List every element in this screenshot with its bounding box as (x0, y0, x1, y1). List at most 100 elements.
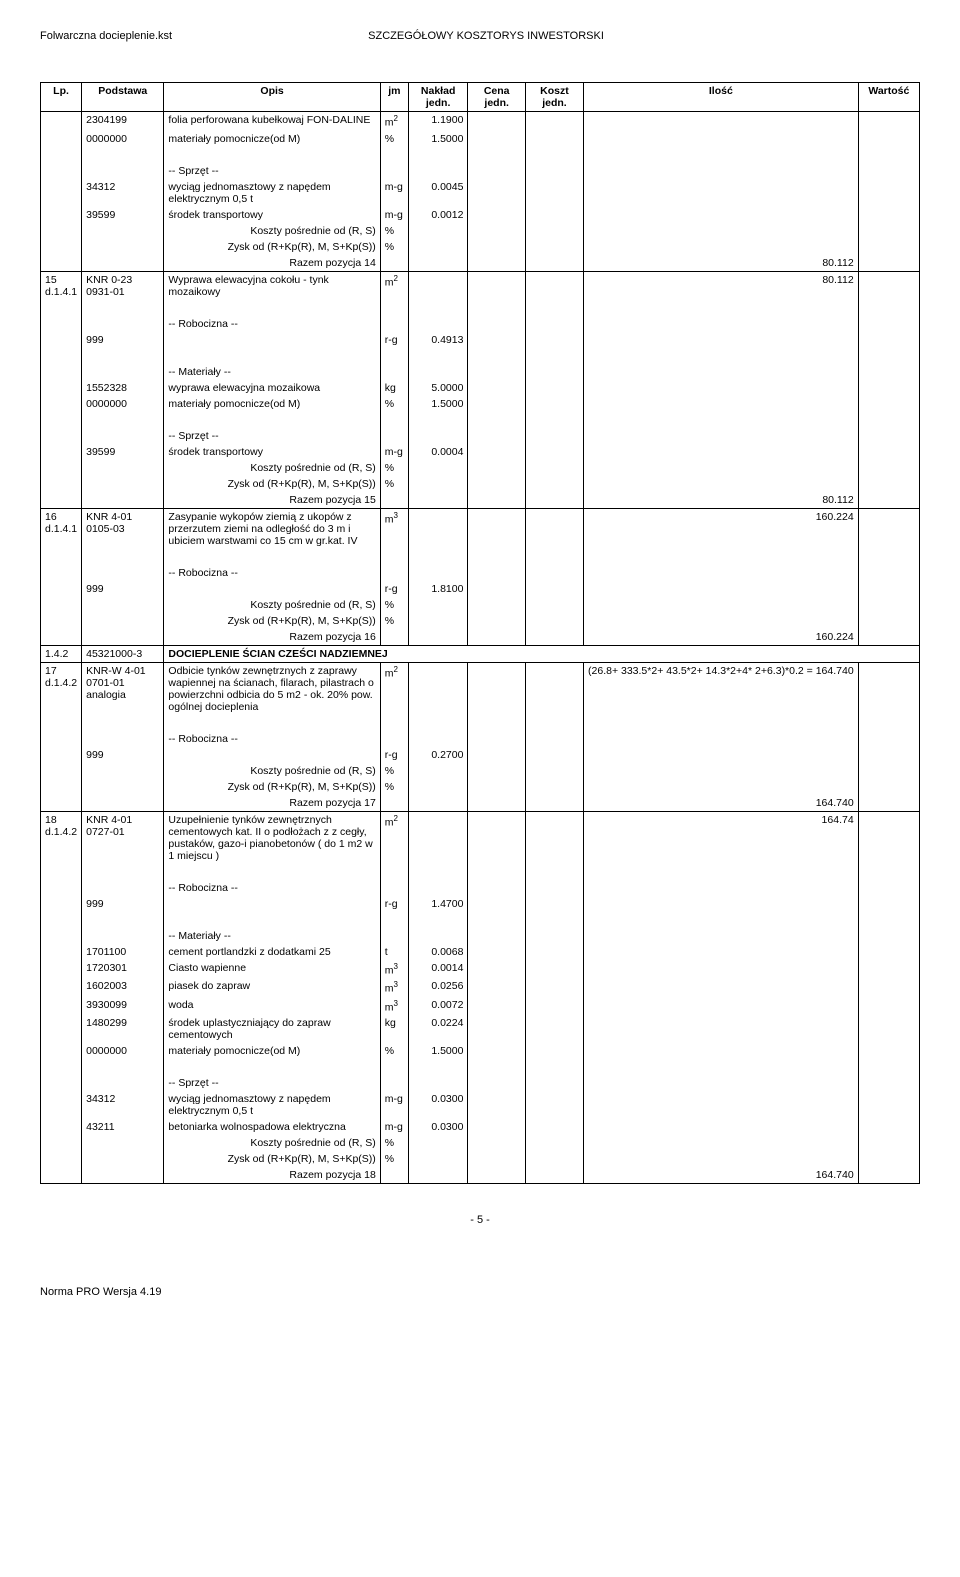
table-cell (468, 112, 525, 131)
table-cell (468, 444, 525, 460)
table-cell: 1.4700 (408, 896, 468, 912)
table-cell (525, 112, 583, 131)
table-cell: 0000000 (82, 1043, 164, 1059)
table-cell (858, 223, 919, 239)
table-cell (41, 112, 82, 131)
table-cell (41, 629, 82, 646)
table-cell (525, 581, 583, 597)
table-cell (468, 300, 525, 316)
table-cell (468, 476, 525, 492)
table-cell: 1602003 (82, 978, 164, 997)
table-cell: Koszty pośrednie od (R, S) (164, 223, 380, 239)
table-cell (164, 147, 380, 163)
table-cell: 3930099 (82, 997, 164, 1016)
table-cell: t (380, 944, 408, 960)
cost-table: Lp. Podstawa Opis jm Nakład jedn. Cena j… (40, 82, 920, 1184)
table-cell (858, 597, 919, 613)
table-cell (41, 1167, 82, 1184)
table-cell (468, 380, 525, 396)
table-cell: 0.0256 (408, 978, 468, 997)
table-cell (41, 928, 82, 944)
table-cell (525, 412, 583, 428)
table-cell (584, 747, 859, 763)
table-row: Koszty pośrednie od (R, S)% (41, 597, 920, 613)
header-center: SZCZEGÓŁOWY KOSZTORYS INWESTORSKI (368, 30, 604, 42)
table-cell (525, 944, 583, 960)
table-cell (858, 1075, 919, 1091)
table-cell (858, 811, 919, 864)
table-cell: (26.8+ 333.5*2+ 43.5*2+ 14.3*2+4* 2+6.3)… (584, 662, 859, 715)
table-cell (468, 1119, 525, 1135)
table-cell (858, 207, 919, 223)
table-cell (468, 163, 525, 179)
table-cell (858, 255, 919, 272)
table-cell (858, 508, 919, 549)
table-cell: 160.224 (584, 508, 859, 549)
table-cell (408, 779, 468, 795)
table-cell: 0.0300 (408, 1091, 468, 1119)
table-cell: % (380, 1135, 408, 1151)
table-cell (525, 864, 583, 880)
table-cell (41, 163, 82, 179)
table-cell: środek transportowy (164, 444, 380, 460)
table-cell (858, 549, 919, 565)
table-cell: Odbicie tynków zewnętrznych z zaprawy wa… (164, 662, 380, 715)
table-cell (525, 731, 583, 747)
table-cell (164, 549, 380, 565)
table-cell (584, 997, 859, 1016)
table-cell (468, 978, 525, 997)
table-cell (525, 928, 583, 944)
table-cell (408, 565, 468, 581)
table-cell: woda (164, 997, 380, 1016)
table-cell (584, 779, 859, 795)
table-cell (41, 978, 82, 997)
page-header: Folwarczna docieplenie.kst SZCZEGÓŁOWY K… (40, 30, 920, 42)
table-cell (584, 179, 859, 207)
table-cell (468, 896, 525, 912)
table-cell (525, 1015, 583, 1043)
table-cell: cement portlandzki z dodatkami 25 (164, 944, 380, 960)
table-cell (584, 207, 859, 223)
table-cell (525, 978, 583, 997)
table-row: Koszty pośrednie od (R, S)% (41, 763, 920, 779)
table-cell (525, 747, 583, 763)
table-cell (164, 581, 380, 597)
table-cell: Koszty pośrednie od (R, S) (164, 597, 380, 613)
table-cell (380, 492, 408, 509)
table-cell (164, 300, 380, 316)
table-cell: Zysk od (R+Kp(R), M, S+Kp(S)) (164, 1151, 380, 1167)
table-cell: środek uplastyczniający do zapraw cement… (164, 1015, 380, 1043)
table-cell (380, 348, 408, 364)
table-cell (468, 316, 525, 332)
table-cell (164, 412, 380, 428)
table-cell (41, 239, 82, 255)
table-cell (408, 1135, 468, 1151)
table-cell (468, 629, 525, 646)
table-row: 0000000materiały pomocnicze(od M)%1.5000 (41, 396, 920, 412)
table-cell: Koszty pośrednie od (R, S) (164, 763, 380, 779)
table-cell (82, 239, 164, 255)
table-cell (858, 1015, 919, 1043)
col-jm: jm (380, 83, 408, 112)
table-cell (525, 1167, 583, 1184)
table-cell: 0000000 (82, 396, 164, 412)
table-row: Zysk od (R+Kp(R), M, S+Kp(S))% (41, 779, 920, 795)
table-cell (584, 928, 859, 944)
table-cell (858, 763, 919, 779)
table-cell: 0.0224 (408, 1015, 468, 1043)
table-cell: m-g (380, 179, 408, 207)
table-cell (858, 316, 919, 332)
table-cell (525, 662, 583, 715)
table-cell (41, 763, 82, 779)
table-cell (41, 880, 82, 896)
table-cell (380, 715, 408, 731)
table-cell (858, 715, 919, 731)
table-cell (468, 1151, 525, 1167)
table-cell: m2 (380, 811, 408, 864)
table-cell (41, 715, 82, 731)
table-cell (380, 629, 408, 646)
table-cell (468, 581, 525, 597)
table-cell (858, 460, 919, 476)
table-cell (584, 864, 859, 880)
table-cell (41, 207, 82, 223)
